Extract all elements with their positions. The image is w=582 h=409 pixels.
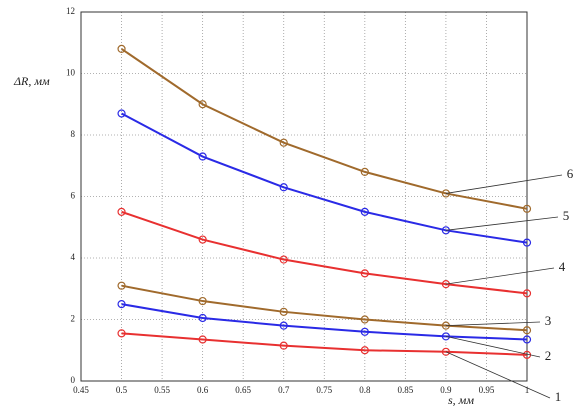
marker — [198, 313, 207, 323]
marker — [279, 138, 288, 147]
marker — [117, 281, 126, 290]
x-tick-label: 0.85 — [397, 385, 413, 395]
marker — [198, 152, 207, 161]
marker — [279, 255, 288, 264]
marker — [360, 207, 369, 216]
marker — [360, 167, 369, 176]
x-tick-label: 0.75 — [316, 385, 332, 395]
x-tick-label: 0.5 — [116, 385, 128, 395]
marker — [360, 327, 369, 336]
marker — [360, 346, 369, 355]
marker — [522, 326, 532, 335]
leader-line — [445, 267, 555, 285]
marker — [441, 332, 451, 341]
marker — [198, 235, 207, 244]
y-tick-label: 8 — [71, 129, 76, 139]
marker — [117, 44, 126, 54]
x-tick-label: 0.95 — [479, 385, 495, 395]
x-tick-label: 0.55 — [154, 385, 170, 395]
marker — [279, 183, 288, 192]
y-tick-label: 10 — [66, 68, 76, 78]
x-tick-label: 0.9 — [440, 385, 452, 395]
marker — [360, 269, 369, 278]
x-tick-label: 0.65 — [235, 385, 251, 395]
marker — [522, 289, 532, 298]
marker — [117, 207, 126, 216]
marker — [522, 335, 532, 344]
series-label: 5 — [563, 208, 570, 223]
marker — [279, 307, 288, 316]
marker — [441, 280, 451, 289]
marker — [279, 341, 288, 350]
series-label: 3 — [545, 313, 552, 328]
marker — [441, 189, 451, 198]
y-axis-label: ΔR, мм — [13, 74, 50, 88]
series-line — [121, 112, 528, 244]
leader-line — [445, 336, 541, 358]
y-tick-label: 12 — [66, 6, 75, 16]
marker — [441, 226, 451, 235]
x-tick-label: 0.45 — [73, 385, 89, 395]
x-tick-label: 1 — [525, 385, 530, 395]
x-tick-label: 0.8 — [359, 385, 371, 395]
y-tick-label: 0 — [71, 375, 76, 385]
marker — [198, 100, 207, 109]
series-line — [120, 48, 528, 210]
marker — [198, 296, 207, 306]
series-label: 2 — [545, 348, 552, 363]
marker — [522, 238, 532, 247]
leader-line — [445, 321, 541, 327]
x-tick-label: 0.6 — [197, 385, 209, 395]
marker — [522, 204, 532, 213]
series-line — [121, 284, 528, 332]
marker — [360, 315, 369, 324]
marker — [117, 109, 126, 118]
leader-line — [445, 174, 563, 194]
x-axis-label: s, мм — [448, 393, 474, 407]
marker — [441, 347, 451, 356]
y-tick-label: 6 — [71, 191, 76, 201]
series-line — [121, 303, 528, 341]
leader-line — [445, 351, 551, 399]
leader-line — [445, 216, 559, 231]
marker — [117, 329, 126, 338]
marker — [198, 335, 207, 344]
y-tick-label: 4 — [71, 252, 76, 262]
marker — [117, 300, 126, 309]
plot-frame — [80, 11, 528, 382]
series-label: 1 — [555, 389, 562, 404]
x-tick-label: 0.7 — [278, 385, 290, 395]
series-line — [121, 210, 528, 295]
series-label: 6 — [567, 166, 574, 181]
series-line — [121, 332, 528, 356]
marker — [279, 321, 288, 330]
series-label: 4 — [559, 259, 566, 274]
y-tick-label: 2 — [71, 314, 76, 324]
